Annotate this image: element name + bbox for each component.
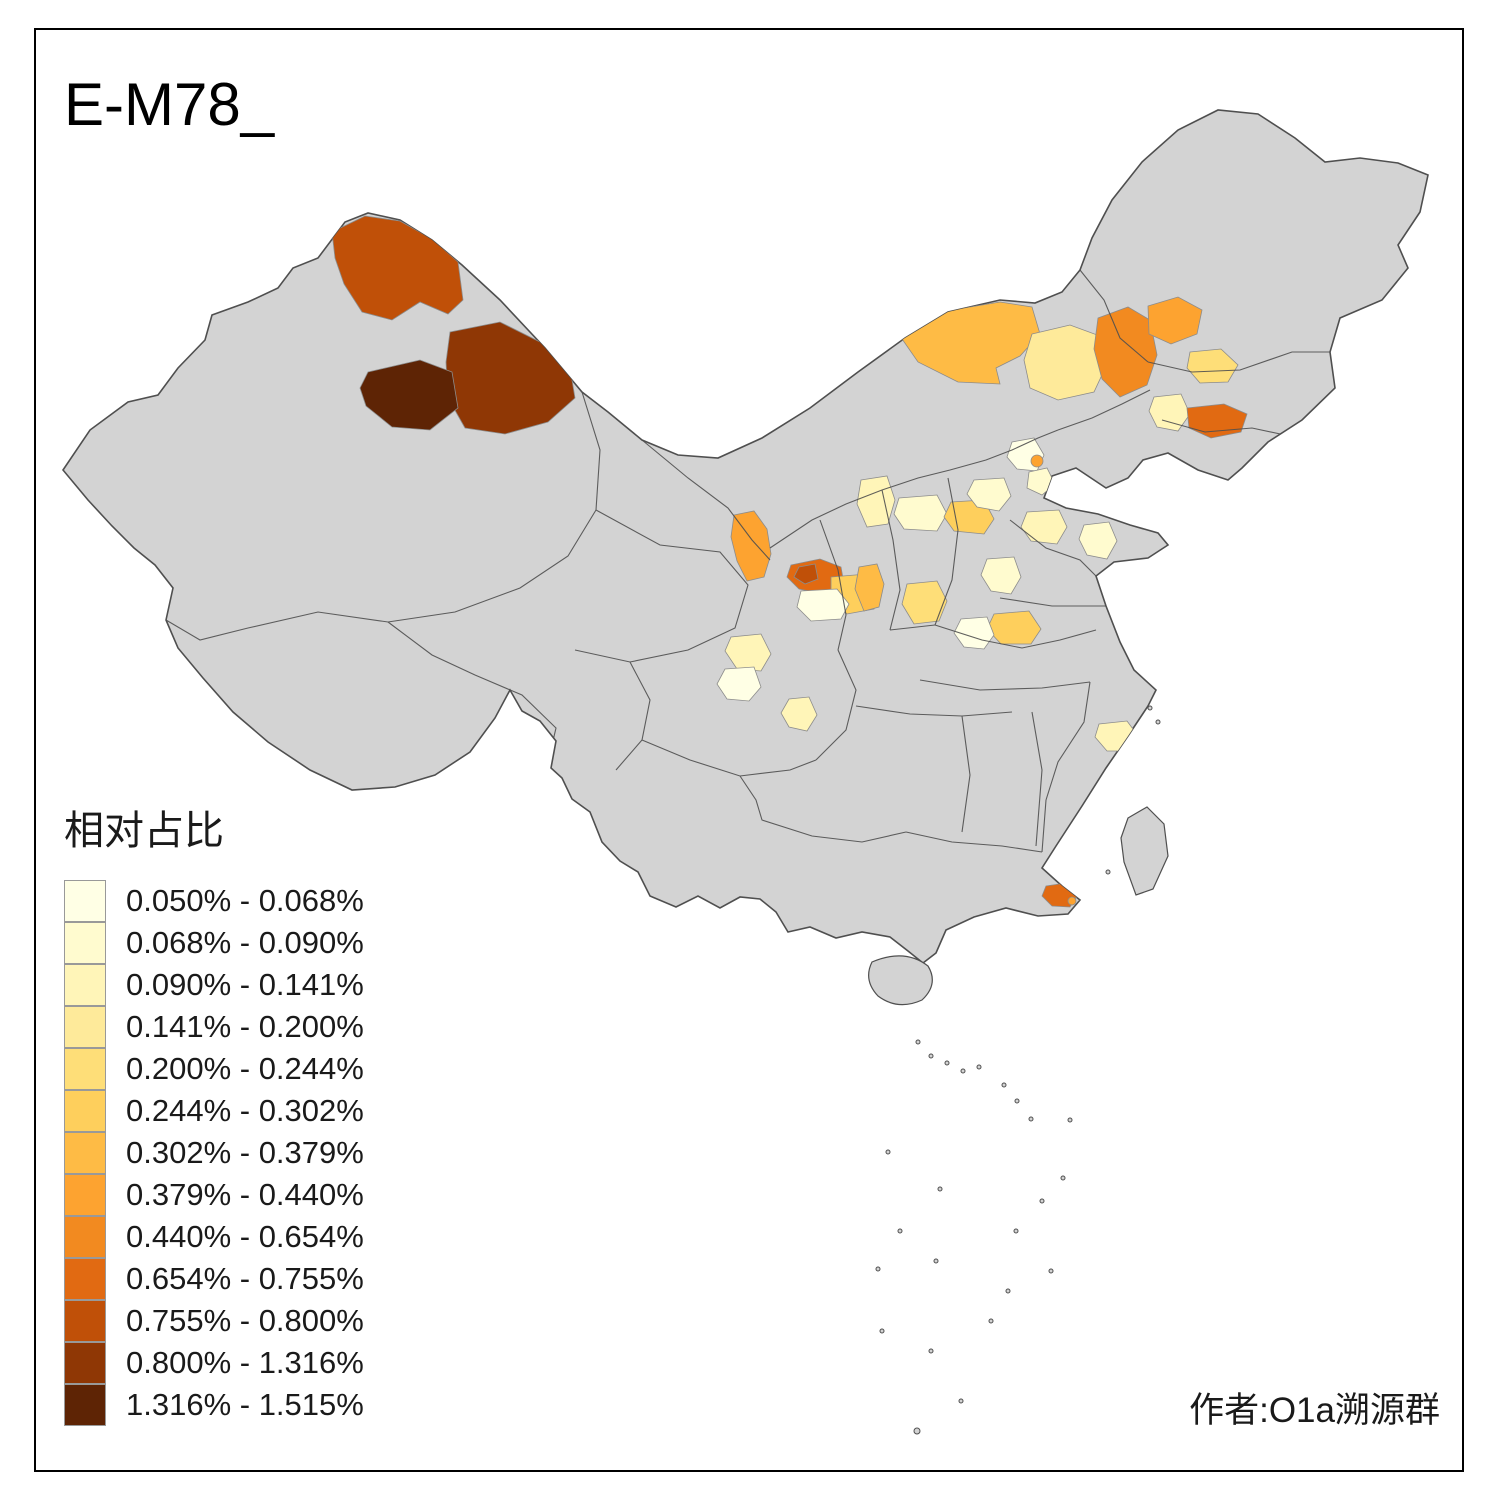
legend-swatch: [64, 1258, 106, 1300]
legend-label: 0.654% - 0.755%: [126, 1261, 364, 1296]
legend-label: 0.440% - 0.654%: [126, 1219, 364, 1254]
legend-row: 0.654% - 0.755%: [64, 1258, 364, 1300]
legend-swatch: [64, 1090, 106, 1132]
map-region: [796, 588, 850, 622]
map-region: [893, 494, 948, 532]
legend-row: 0.068% - 0.090%: [64, 922, 364, 964]
map-region: [1067, 896, 1077, 906]
map-region: [1186, 348, 1239, 384]
legend-swatch: [64, 964, 106, 1006]
map-region: [980, 556, 1022, 595]
legend-row: 0.379% - 0.440%: [64, 1174, 364, 1216]
legend-row: 0.200% - 0.244%: [64, 1048, 364, 1090]
legend-swatch: [64, 1132, 106, 1174]
map-region: [1128, 741, 1140, 753]
legend-row: 0.440% - 0.654%: [64, 1216, 364, 1258]
legend-swatch: [64, 1384, 106, 1426]
map-region: [899, 301, 1041, 385]
legend-swatch: [64, 1006, 106, 1048]
legend-label: 1.316% - 1.515%: [126, 1387, 364, 1422]
south-china-sea-islands: [875, 705, 1161, 1435]
legend-title: 相对占比: [64, 809, 224, 853]
legend-label: 0.068% - 0.090%: [126, 925, 364, 960]
legend-swatch: [64, 880, 106, 922]
legend-label: 0.200% - 0.244%: [126, 1051, 364, 1086]
colored-regions: [331, 215, 1248, 908]
map-region: [1078, 521, 1118, 560]
legend-label: 0.800% - 1.316%: [126, 1345, 364, 1380]
legend-row: 0.800% - 1.316%: [64, 1342, 364, 1384]
map-region: [1093, 306, 1158, 398]
taiwan-island: [1120, 806, 1169, 896]
legend-label: 0.302% - 0.379%: [126, 1135, 364, 1170]
map-region: [953, 616, 995, 650]
legend-swatch: [64, 1300, 106, 1342]
legend-row: 0.302% - 0.379%: [64, 1132, 364, 1174]
map-region: [780, 696, 818, 732]
map-region: [1020, 509, 1068, 545]
legend: 相对占比 0.050% - 0.068% 0.068% - 0.090% 0.090…: [64, 798, 364, 1426]
hainan-island: [868, 955, 933, 1006]
map-region: [793, 563, 819, 585]
map-region: [854, 563, 885, 612]
legend-label: 0.244% - 0.302%: [126, 1093, 364, 1128]
legend-label: 0.379% - 0.440%: [126, 1177, 364, 1212]
province-borders: [165, 269, 1330, 853]
map-region: [1023, 324, 1109, 401]
legend-swatch: [64, 1174, 106, 1216]
map-region: [331, 215, 464, 321]
legend-swatch: [64, 1342, 106, 1384]
plot-frame: [34, 28, 1464, 1472]
legend-swatch: [64, 922, 106, 964]
map-region: [966, 477, 1012, 512]
legend-label: 0.090% - 0.141%: [126, 967, 364, 1002]
legend-label: 0.050% - 0.068%: [126, 883, 364, 918]
map-region: [901, 580, 948, 625]
map-region: [1148, 393, 1191, 432]
legend-row: 0.050% - 0.068%: [64, 880, 364, 922]
page-title: E-M78_: [64, 71, 275, 138]
legend-swatch: [64, 1048, 106, 1090]
map-region: [1147, 296, 1203, 345]
map-region: [730, 510, 772, 582]
legend-row: 0.755% - 0.800%: [64, 1300, 364, 1342]
legend-row: 0.244% - 0.302%: [64, 1090, 364, 1132]
map-region: [724, 633, 772, 672]
legend-row: 0.141% - 0.200%: [64, 1006, 364, 1048]
legend-label: 0.755% - 0.800%: [126, 1303, 364, 1338]
legend-row: 1.316% - 1.515%: [64, 1384, 364, 1426]
legend-row: 0.090% - 0.141%: [64, 964, 364, 1006]
legend-swatch: [64, 1216, 106, 1258]
map-region: [359, 359, 459, 431]
author-credit: 作者:O1a溯源群: [1189, 1391, 1440, 1430]
legend-label: 0.141% - 0.200%: [126, 1009, 364, 1044]
map-region: [1030, 454, 1044, 468]
map-region: [716, 666, 762, 702]
legend-items: 0.050% - 0.068% 0.068% - 0.090% 0.090% - 0…: [64, 880, 364, 1426]
